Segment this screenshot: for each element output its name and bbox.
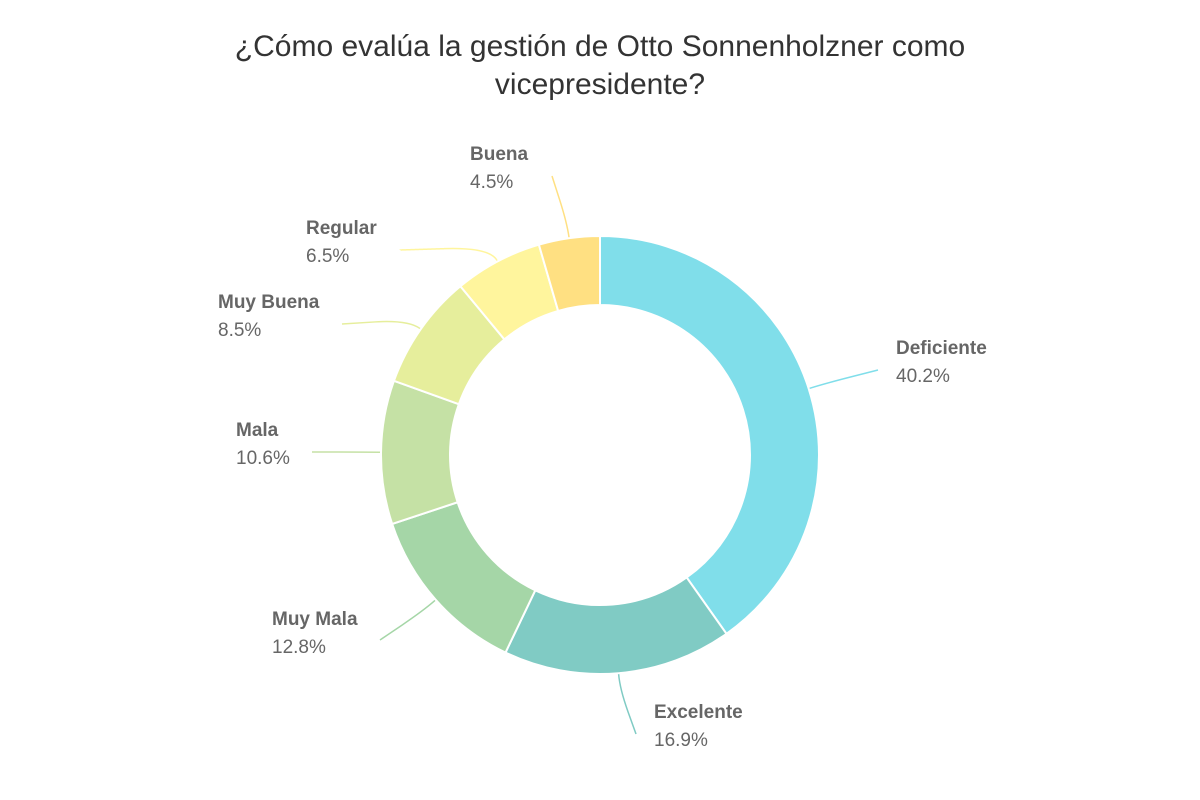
slice-value-deficiente: 40.2% xyxy=(896,366,950,387)
slice-label-deficiente: Deficiente xyxy=(896,338,987,359)
slice-label-excelente: Excelente xyxy=(654,702,743,723)
leader-line-deficiente xyxy=(809,369,879,390)
slice-label-muy-buena: Muy Buena xyxy=(218,292,320,313)
leader-line-muy-buena xyxy=(341,320,421,330)
leader-line-buena xyxy=(551,175,570,238)
leader-line-regular xyxy=(399,247,498,262)
slice-label-mala: Mala xyxy=(236,420,279,441)
slice-label-muy-mala: Muy Mala xyxy=(272,609,358,630)
slice-deficiente[interactable] xyxy=(599,234,820,636)
labels-layer: Deficiente 40.2% Excelente 16.9% Muy Mala 12.… xyxy=(218,144,987,751)
leader-line-excelente xyxy=(617,674,637,735)
chart-title: ¿Cómo evalúa la gestión de Otto Sonnenho… xyxy=(234,30,966,101)
slice-mala[interactable] xyxy=(380,379,461,526)
slice-muy-mala[interactable] xyxy=(390,500,537,654)
slice-buena[interactable] xyxy=(537,234,601,313)
slice-value-muy-mala: 12.8% xyxy=(272,637,326,658)
slice-value-regular: 6.5% xyxy=(306,246,349,267)
slice-value-excelente: 16.9% xyxy=(654,730,708,751)
slice-value-muy-buena: 8.5% xyxy=(218,320,261,341)
slice-label-buena: Buena xyxy=(470,144,529,165)
slice-value-buena: 4.5% xyxy=(470,172,513,193)
slice-value-mala: 10.6% xyxy=(236,448,290,469)
slice-label-regular: Regular xyxy=(306,218,377,239)
slices-layer xyxy=(380,234,820,675)
slice-excelente[interactable] xyxy=(504,576,728,675)
leader-line-muy-mala xyxy=(379,599,436,641)
leaders-layer xyxy=(311,175,879,735)
